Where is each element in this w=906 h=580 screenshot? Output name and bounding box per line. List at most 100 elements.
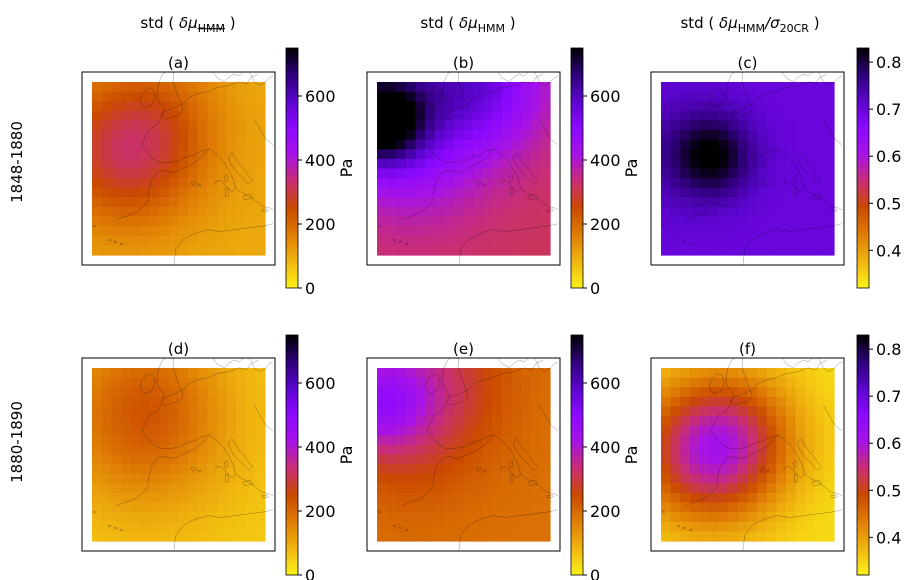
heat-cell (709, 473, 720, 484)
heat-cell (207, 396, 218, 408)
heat-cell (699, 235, 710, 246)
heat-cell (766, 197, 777, 208)
heat-cell (120, 130, 132, 141)
heat-cell (415, 139, 426, 150)
heat-cell (530, 521, 541, 532)
heat-cell (680, 187, 691, 198)
heat-cell (168, 416, 180, 427)
column-title-3: std ( δμHMM/σ20CR ) (680, 14, 819, 35)
heat-cell (699, 512, 710, 523)
heat-cell (492, 197, 503, 208)
heat-cell (824, 531, 835, 542)
heat-cell (795, 178, 806, 189)
heat-cell (814, 454, 825, 465)
heat-cell (149, 130, 160, 141)
heat-cell (377, 406, 388, 417)
heat-cell (207, 454, 218, 465)
heat-cell (661, 502, 672, 513)
heat-cell (101, 158, 112, 170)
heat-cell (776, 91, 787, 102)
heat-cell (245, 178, 256, 189)
heat-cell (737, 120, 749, 131)
heat-cell (178, 187, 189, 198)
heat-cell (226, 502, 237, 513)
heat-cell (737, 454, 749, 465)
heat-cell (670, 512, 681, 523)
heat-cell (178, 82, 189, 93)
heat-cell (425, 521, 436, 532)
heat-cell (709, 521, 720, 532)
heat-cell (737, 82, 749, 93)
heat-cell (178, 139, 189, 150)
heat-cell (226, 425, 237, 436)
heat-cell (101, 435, 112, 446)
heat-cell (226, 368, 237, 379)
heat-cell (492, 531, 503, 542)
heat-cell (377, 110, 388, 122)
heat-cell (149, 425, 160, 436)
heat-cell (405, 377, 417, 388)
heat-cell (188, 483, 199, 494)
heat-cell (709, 206, 720, 218)
heat-cell (795, 387, 806, 398)
heat-cell (207, 139, 218, 150)
heat-cell (140, 502, 151, 513)
heat-cell (814, 387, 825, 398)
heat-cell (737, 531, 749, 542)
heat-cell (425, 101, 436, 112)
heat-cell (415, 110, 426, 122)
heat-cell (405, 158, 417, 170)
colorbar-tick-label: 400 (305, 438, 336, 457)
heat-cell (434, 416, 445, 427)
heat-cell (434, 149, 445, 160)
heat-cell (130, 245, 141, 256)
heat-cell (377, 425, 388, 436)
heat-cell (453, 149, 465, 160)
heat-cell (149, 110, 160, 122)
heat-cell (405, 387, 417, 398)
heat-cell (236, 454, 247, 465)
heat-cell (511, 158, 522, 170)
heat-cell (444, 377, 455, 388)
heat-cell (396, 149, 407, 160)
heat-cell (101, 226, 112, 237)
heat-cell (492, 521, 503, 532)
heat-cell (226, 492, 237, 504)
heat-cell (511, 435, 522, 446)
heat-cell (130, 130, 141, 141)
colorbar-tick-label: 400 (590, 151, 621, 170)
heat-cell (680, 435, 691, 446)
heat-cell (111, 425, 122, 436)
heat-cell (737, 216, 749, 227)
heat-cell (737, 368, 749, 379)
heat-cell (415, 82, 426, 93)
heat-cell (661, 101, 672, 112)
heat-cell (255, 206, 266, 218)
heat-cell (511, 130, 522, 141)
heat-cell (377, 368, 388, 379)
heat-cell (434, 454, 445, 465)
heat-cell (377, 454, 388, 465)
heat-cell (130, 396, 141, 408)
heat-cell (140, 206, 151, 218)
heat-cell (699, 435, 710, 446)
heat-cell (661, 512, 672, 523)
heat-cell (207, 120, 218, 131)
heat-cell (453, 178, 465, 189)
heat-cell (521, 416, 532, 427)
heat-cell (814, 464, 825, 475)
heat-cell (680, 387, 691, 398)
heat-cell (197, 377, 208, 388)
heat-cell (699, 387, 710, 398)
heat-cell (805, 178, 816, 189)
heat-cell (188, 521, 199, 532)
heat-cell (709, 435, 720, 446)
heat-cell (415, 387, 426, 398)
heat-cell (453, 464, 465, 475)
heat-cell (805, 473, 816, 484)
heat-cell (463, 464, 474, 475)
heat-cell (473, 502, 484, 513)
heat-cell (747, 139, 758, 150)
heat-cell (540, 110, 551, 122)
heat-cell (207, 531, 218, 542)
